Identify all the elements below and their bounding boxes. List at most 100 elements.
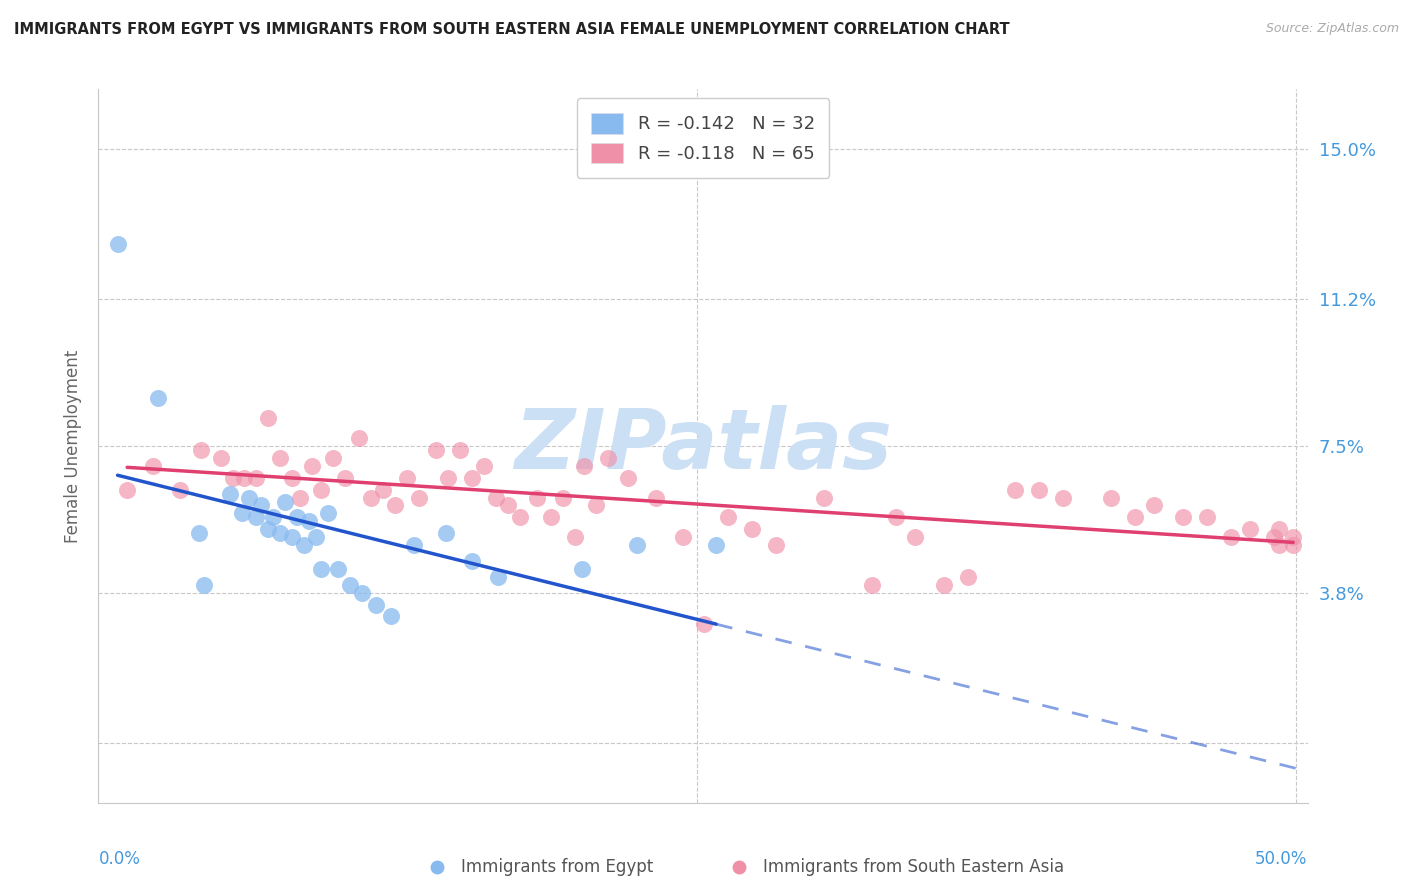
Point xyxy=(704,538,727,552)
Point xyxy=(1263,530,1285,544)
Point xyxy=(190,442,212,457)
Point xyxy=(741,522,763,536)
Point xyxy=(238,491,260,505)
Point xyxy=(333,471,356,485)
Point xyxy=(360,491,382,505)
Point xyxy=(188,526,211,541)
Point xyxy=(349,431,371,445)
Point xyxy=(616,471,638,485)
Point xyxy=(231,507,253,521)
Point xyxy=(169,483,191,497)
Text: Immigrants from Egypt: Immigrants from Egypt xyxy=(461,858,654,876)
Point xyxy=(285,510,308,524)
Point xyxy=(765,538,787,552)
Point xyxy=(326,562,349,576)
Point xyxy=(396,471,419,485)
Point xyxy=(309,562,332,576)
Point xyxy=(526,491,548,505)
Point xyxy=(257,411,280,425)
Text: 50.0%: 50.0% xyxy=(1256,850,1308,869)
Point xyxy=(1052,491,1074,505)
Point xyxy=(1282,538,1305,552)
Point xyxy=(316,507,339,521)
Point xyxy=(598,450,620,465)
Point xyxy=(281,471,304,485)
Point xyxy=(250,499,273,513)
Point xyxy=(193,578,215,592)
Point xyxy=(404,538,426,552)
Point xyxy=(461,554,484,568)
Point xyxy=(288,491,311,505)
Point xyxy=(1143,499,1166,513)
Point xyxy=(485,491,508,505)
Point xyxy=(142,458,165,473)
Point xyxy=(626,538,648,552)
Point xyxy=(1123,510,1146,524)
Point xyxy=(645,491,668,505)
Y-axis label: Female Unemployment: Female Unemployment xyxy=(63,350,82,542)
Point xyxy=(1171,510,1194,524)
Point xyxy=(904,530,927,544)
Point xyxy=(1099,491,1122,505)
Point xyxy=(1282,530,1305,544)
Point xyxy=(245,510,267,524)
Point xyxy=(281,530,304,544)
Point xyxy=(380,609,402,624)
Text: 0.0%: 0.0% xyxy=(98,850,141,869)
Point xyxy=(472,458,495,473)
Point xyxy=(292,538,315,552)
Text: Immigrants from South Eastern Asia: Immigrants from South Eastern Asia xyxy=(763,858,1064,876)
Point xyxy=(350,585,373,599)
Point xyxy=(860,578,883,592)
Point xyxy=(322,450,344,465)
Point xyxy=(425,442,447,457)
Point xyxy=(408,491,430,505)
Point xyxy=(1220,530,1243,544)
Point xyxy=(219,486,242,500)
Point xyxy=(813,491,835,505)
Point xyxy=(509,510,531,524)
Point xyxy=(956,570,979,584)
Point xyxy=(486,570,509,584)
Point xyxy=(932,578,955,592)
Point xyxy=(373,483,395,497)
Point xyxy=(672,530,695,544)
Point xyxy=(148,392,170,406)
Point xyxy=(269,526,291,541)
Point xyxy=(437,471,460,485)
Point xyxy=(1239,522,1261,536)
Point xyxy=(366,598,388,612)
Point xyxy=(257,522,280,536)
Point xyxy=(384,499,406,513)
Point xyxy=(540,510,562,524)
Point xyxy=(1268,522,1291,536)
Point xyxy=(107,236,129,251)
Point xyxy=(274,494,297,508)
Point xyxy=(717,510,740,524)
Text: Source: ZipAtlas.com: Source: ZipAtlas.com xyxy=(1265,22,1399,36)
Point xyxy=(693,617,716,632)
Point xyxy=(115,483,138,497)
Text: IMMIGRANTS FROM EGYPT VS IMMIGRANTS FROM SOUTH EASTERN ASIA FEMALE UNEMPLOYMENT : IMMIGRANTS FROM EGYPT VS IMMIGRANTS FROM… xyxy=(14,22,1010,37)
Point xyxy=(461,471,484,485)
Point xyxy=(269,450,291,465)
Point xyxy=(209,450,232,465)
Point xyxy=(884,510,907,524)
Point xyxy=(309,483,332,497)
Point xyxy=(585,499,607,513)
Point xyxy=(574,458,596,473)
Point xyxy=(339,578,361,592)
Point xyxy=(1195,510,1218,524)
Point xyxy=(564,530,586,544)
Point xyxy=(245,471,267,485)
Point xyxy=(571,562,593,576)
Point xyxy=(434,526,457,541)
Point xyxy=(496,499,519,513)
Point xyxy=(1268,538,1291,552)
Point xyxy=(449,442,471,457)
Point xyxy=(301,458,323,473)
Point xyxy=(262,510,284,524)
Point xyxy=(305,530,328,544)
Point xyxy=(298,514,321,528)
Point xyxy=(221,471,243,485)
